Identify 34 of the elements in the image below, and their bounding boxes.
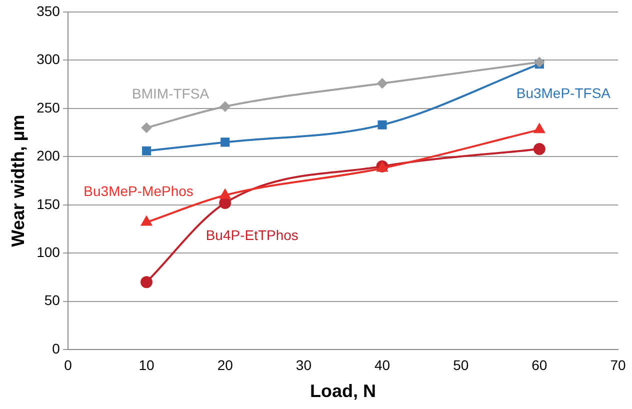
point xyxy=(378,120,387,130)
point xyxy=(220,189,230,199)
point xyxy=(534,124,545,134)
series-label: Bu3MeP-MePhos xyxy=(84,183,194,200)
y-tick-label: 0 xyxy=(52,340,60,356)
x-tick-label: 10 xyxy=(138,356,155,373)
point xyxy=(140,276,153,288)
point xyxy=(533,142,546,155)
x-tick-label: 60 xyxy=(532,356,548,373)
point xyxy=(377,78,388,88)
x-tick-label: 50 xyxy=(453,356,469,373)
y-tick-label: 100 xyxy=(36,244,60,260)
point xyxy=(142,122,152,133)
series-label: Bu3MeP-TFSA xyxy=(516,84,612,101)
point xyxy=(220,138,230,147)
x-tick-label: 20 xyxy=(217,356,234,373)
x-tick-label: 70 xyxy=(610,356,626,373)
y-tick-label: 250 xyxy=(36,99,60,116)
point xyxy=(220,102,230,112)
point xyxy=(534,57,544,68)
y-axis-title: Wear width, µm xyxy=(8,114,28,247)
x-tick-label: 0 xyxy=(64,356,72,373)
series-label: Bu4P-EtTPhos xyxy=(206,226,298,243)
series-label: BMIM-TFSA xyxy=(132,86,210,102)
x-axis-title: Load, N xyxy=(310,381,376,402)
point xyxy=(142,146,152,156)
y-tick-label: 200 xyxy=(36,148,60,164)
x-tick-label: 40 xyxy=(374,356,390,373)
y-tick-label: 150 xyxy=(36,196,60,212)
y-tick-label: 50 xyxy=(44,292,60,308)
y-tick-label: 300 xyxy=(36,51,60,68)
x-tick-label: 30 xyxy=(296,356,312,373)
point xyxy=(141,216,152,226)
y-tick-label: 350 xyxy=(36,2,60,19)
